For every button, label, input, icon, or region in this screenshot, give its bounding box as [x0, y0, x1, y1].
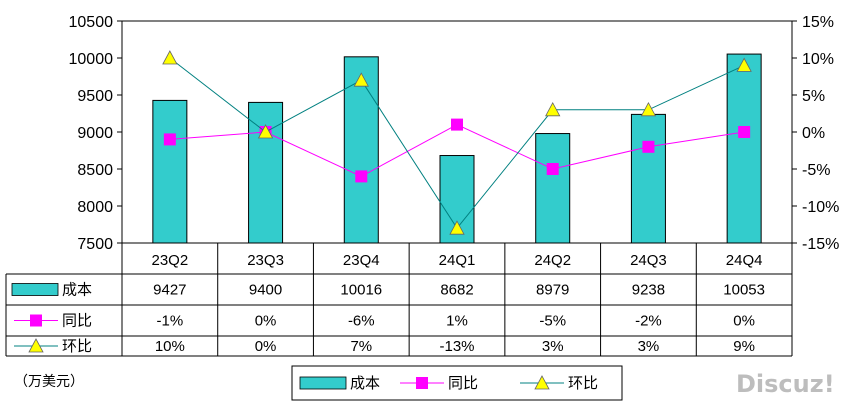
right-tick-label: 5%: [802, 88, 825, 105]
left-tick-label: 9500: [77, 88, 113, 105]
category-label: 24Q2: [534, 252, 571, 269]
table-cell: 8979: [536, 282, 569, 299]
point: [353, 72, 369, 87]
left-tick-label: 8000: [77, 199, 113, 216]
point: [545, 101, 561, 117]
category-label: 24Q1: [439, 252, 476, 269]
bar: [726, 53, 762, 244]
legend-key-marker: [534, 375, 550, 390]
category-label: 24Q4: [726, 252, 763, 269]
unit-label: （万美元）: [14, 374, 84, 390]
point: [257, 124, 274, 139]
point: [736, 57, 752, 72]
legend-label: 环比: [568, 374, 598, 392]
legend-label: 成本: [350, 374, 380, 392]
right-tick-label: 0%: [802, 125, 825, 142]
table-cell: -1%: [157, 313, 184, 330]
left-tick-label: 10000: [69, 51, 114, 68]
table-cell: -6%: [348, 313, 375, 330]
watermark: Discuz!: [736, 370, 835, 398]
legend-key: [299, 376, 347, 390]
table-cell: 3%: [542, 338, 564, 355]
table-cell: 0%: [733, 313, 755, 330]
category-label: 23Q2: [152, 252, 189, 269]
right-tick-label: 10%: [802, 51, 834, 68]
table-cell: 0%: [255, 313, 277, 330]
point: [163, 133, 176, 146]
right-tick-label: -5%: [802, 162, 830, 179]
legend-label: 同比: [448, 374, 478, 392]
row-key-marker: [30, 314, 42, 327]
bar: [343, 56, 379, 244]
point: [738, 126, 751, 138]
right-tick-label: -15%: [802, 236, 839, 253]
table-cell: 9427: [153, 282, 186, 299]
bar: [630, 113, 666, 244]
table-cell: 10053: [723, 282, 765, 299]
right-tick-label: 15%: [802, 14, 834, 31]
data-table: 23Q2 23Q3 23Q4 24Q1 24Q2 24Q3 24Q4 成本 9427 9400 10…: [5, 242, 793, 357]
table-cell: 7%: [350, 338, 372, 355]
table-cell: 10%: [155, 338, 185, 355]
table-cell: 9238: [632, 282, 665, 299]
point: [355, 170, 368, 183]
legend-key-marker: [416, 377, 428, 389]
left-tick-label: 9000: [77, 125, 113, 142]
point: [451, 118, 463, 131]
row-key-marker: [28, 338, 44, 353]
table-cell: 0%: [255, 338, 277, 355]
row-label: 成本: [62, 281, 92, 299]
table-cell: 8682: [440, 282, 473, 299]
right-tick-label: -10%: [802, 199, 839, 216]
legend: 成本 同比 环比: [291, 365, 623, 401]
table-cell: 10016: [340, 282, 382, 299]
category-label: 24Q3: [630, 252, 667, 269]
row-label: 环比: [62, 337, 92, 355]
table-cell: -5%: [539, 313, 566, 330]
category-label: 23Q4: [343, 252, 380, 269]
point: [640, 101, 657, 117]
point: [162, 50, 178, 65]
plot-area: 7500 8000 8500 9000 9500 10000 10500 -15% -10% -5…: [69, 14, 840, 253]
left-tick-label: 7500: [77, 236, 113, 253]
bar: [248, 101, 284, 244]
category-label: 23Q3: [247, 252, 284, 269]
table-cell: -2%: [635, 313, 662, 330]
left-tick-label: 10500: [69, 14, 114, 31]
left-tick-label: 8500: [77, 162, 113, 179]
table-cell: 9400: [249, 282, 282, 299]
table-cell: 3%: [638, 338, 660, 355]
legend-box: [291, 365, 623, 401]
point: [449, 220, 465, 235]
row-label: 同比: [62, 312, 92, 330]
row-key: [11, 283, 59, 296]
point: [546, 163, 559, 175]
bar: [535, 133, 571, 244]
table-cell: 1%: [446, 313, 468, 330]
bar: [152, 99, 188, 244]
table-cell: 9%: [733, 338, 755, 355]
table-cell: -13%: [439, 338, 474, 355]
point: [642, 140, 655, 153]
